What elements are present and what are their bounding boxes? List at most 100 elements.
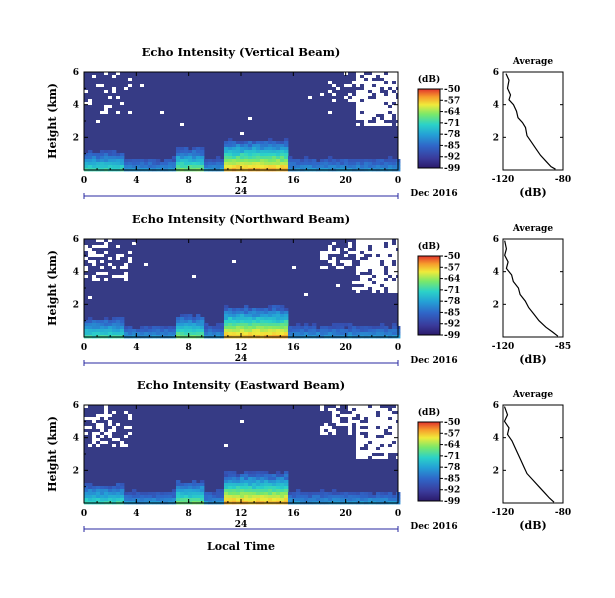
- heatmap-cell: [288, 326, 293, 330]
- missing-cell: [372, 105, 376, 108]
- profile-x-axis-label: (dB): [519, 519, 546, 532]
- heatmap-cell: [344, 498, 349, 502]
- heatmap-cell: [204, 323, 209, 327]
- heatmap-cell: [88, 498, 93, 502]
- heatmap-cell: [272, 311, 277, 315]
- heatmap-cell: [184, 156, 189, 160]
- missing-cell: [392, 414, 396, 417]
- missing-cell: [104, 111, 108, 114]
- date-label: Dec 2016: [410, 189, 457, 199]
- heatmap-cell: [104, 489, 109, 493]
- heatmap-cell: [284, 480, 289, 484]
- heatmap-cell: [112, 156, 117, 160]
- heatmap-cell: [244, 162, 249, 166]
- x-tick-label: 12: [235, 176, 248, 186]
- heatmap-cell: [112, 486, 117, 490]
- heatmap-cell: [204, 329, 209, 333]
- heatmap-cell: [256, 326, 261, 330]
- heatmap-cell: [176, 156, 181, 160]
- heatmap-cell: [276, 489, 281, 493]
- heatmap-cell: [364, 162, 369, 166]
- heatmap-cell: [320, 489, 325, 493]
- profile-title: Average: [512, 57, 553, 67]
- heatmap-cell: [316, 495, 321, 499]
- missing-cell: [372, 108, 376, 111]
- missing-cell: [376, 105, 380, 108]
- heatmap-cell: [280, 165, 285, 169]
- heatmap-cell: [264, 483, 269, 487]
- heatmap-cell: [184, 326, 189, 330]
- missing-cell: [120, 441, 124, 444]
- heatmap-cell: [244, 332, 249, 336]
- missing-cell: [360, 429, 364, 432]
- missing-cell: [392, 275, 396, 278]
- missing-cell: [392, 99, 396, 102]
- missing-cell: [112, 275, 116, 278]
- heatmap-cell: [384, 326, 389, 330]
- missing-cell: [368, 123, 372, 126]
- missing-cell: [108, 432, 112, 435]
- heatmap-cell: [260, 317, 265, 321]
- heatmap-cell: [232, 329, 237, 333]
- missing-cell: [104, 432, 108, 435]
- heatmap-cell: [224, 141, 229, 145]
- missing-cell: [88, 426, 92, 429]
- missing-cell: [360, 239, 364, 242]
- missing-cell: [376, 81, 380, 84]
- heatmap-cell: [204, 326, 209, 330]
- heatmap-cell: [196, 492, 201, 496]
- heatmap-cell: [276, 495, 281, 499]
- missing-cell: [332, 432, 336, 435]
- heatmap-cell: [144, 332, 149, 336]
- heatmap-cell: [112, 489, 117, 493]
- heatmap-cell: [92, 320, 97, 324]
- heatmap-cell: [268, 165, 273, 169]
- missing-cell: [364, 411, 368, 414]
- heatmap-cell: [236, 165, 241, 169]
- missing-cell: [336, 87, 340, 90]
- missing-cell: [124, 266, 128, 269]
- missing-cell: [392, 87, 396, 90]
- heatmap-cell: [228, 329, 233, 333]
- heatmap-cell: [136, 492, 141, 496]
- missing-cell: [108, 96, 112, 99]
- heatmap-cell: [328, 495, 333, 499]
- heatmap-cell: [236, 498, 241, 502]
- missing-cell: [388, 281, 392, 284]
- heatmap-cell: [92, 486, 97, 490]
- heatmap-cell: [264, 147, 269, 151]
- missing-cell: [388, 447, 392, 450]
- missing-cell: [84, 90, 88, 93]
- heatmap-cell: [280, 323, 285, 327]
- missing-cell: [336, 417, 340, 420]
- missing-cell: [380, 420, 384, 423]
- heatmap-cell: [252, 332, 257, 336]
- missing-cell: [108, 423, 112, 426]
- missing-cell: [392, 423, 396, 426]
- heatmap-cell: [280, 147, 285, 151]
- heatmap-cell: [204, 162, 209, 166]
- heatmap-cell: [196, 147, 201, 151]
- colorbar-tick-label: -64: [444, 441, 460, 451]
- heatmap-cell: [100, 332, 105, 336]
- heatmap-cell: [296, 495, 301, 499]
- missing-cell: [348, 432, 352, 435]
- heatmap-cell: [260, 162, 265, 166]
- heatmap-cell: [372, 495, 377, 499]
- heatmap-cell: [352, 329, 357, 333]
- missing-cell: [380, 269, 384, 272]
- missing-cell: [380, 99, 384, 102]
- heatmap-cell: [96, 323, 101, 327]
- heatmap-cell: [352, 162, 357, 166]
- missing-cell: [388, 75, 392, 78]
- heatmap-cell: [100, 492, 105, 496]
- heatmap-cell: [296, 326, 301, 330]
- heatmap-cell: [232, 150, 237, 154]
- missing-cell: [340, 414, 344, 417]
- missing-cell: [352, 287, 356, 290]
- heatmap-cell: [148, 165, 153, 169]
- missing-cell: [380, 254, 384, 257]
- heatmap-cell: [268, 477, 273, 481]
- heatmap-cell: [276, 311, 281, 315]
- heatmap-cell: [312, 492, 317, 496]
